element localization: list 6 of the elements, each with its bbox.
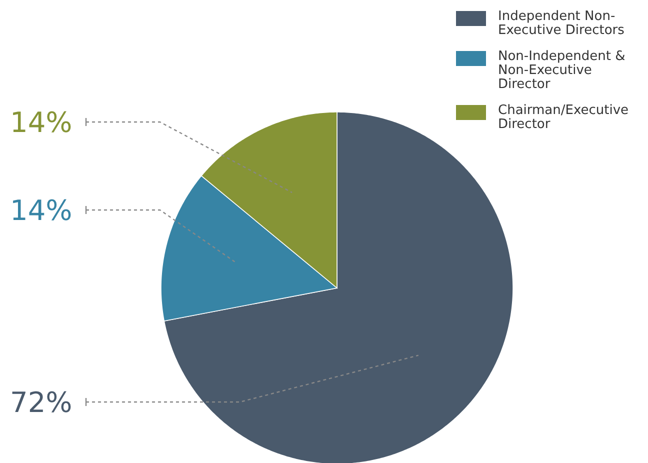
legend-label: Non-Independent & Non-Executive Director <box>498 49 626 92</box>
data-label: 14% <box>10 194 72 227</box>
data-label: 72% <box>10 386 72 419</box>
legend-label: Chairman/Executive Director <box>498 103 630 132</box>
legend-label: Independent Non-Executive Directors <box>498 9 626 38</box>
data-label: 14% <box>10 106 72 139</box>
